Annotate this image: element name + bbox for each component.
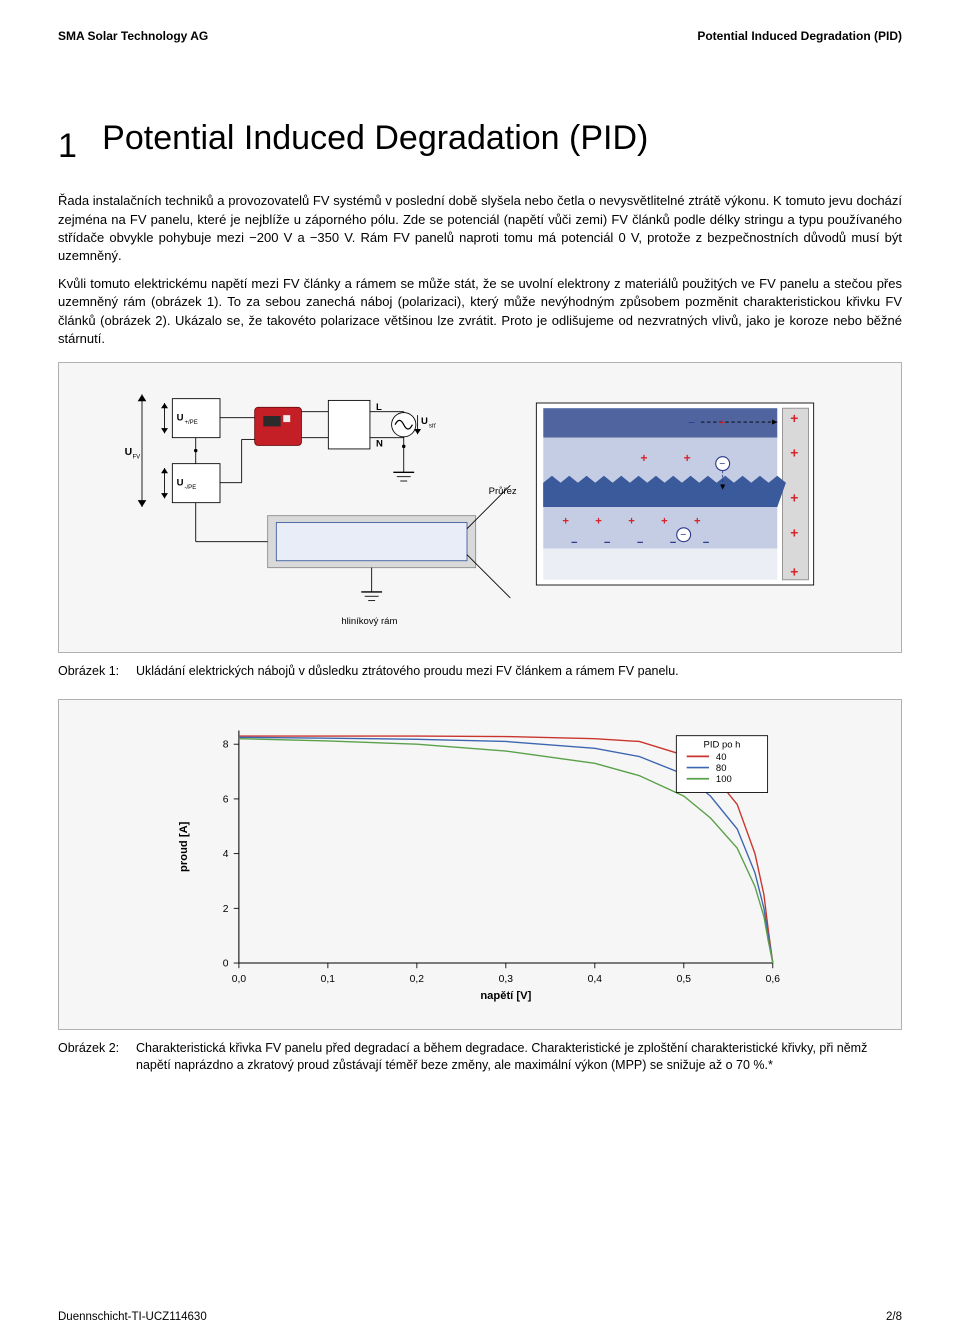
section-title: Potential Induced Degradation (PID) (102, 115, 648, 163)
figure-2: 0 2 4 6 8 0,0 0,1 0,2 0,3 0,4 0,5 0,6 napětí [V] prou… (58, 699, 902, 1030)
svg-text:PID po h: PID po h (704, 739, 741, 750)
svg-text:+: + (790, 410, 798, 426)
svg-text:−: − (604, 537, 611, 549)
svg-text:+: + (684, 451, 691, 465)
svg-text:+: + (790, 490, 798, 506)
svg-text:+: + (718, 415, 725, 429)
svg-text:−: − (688, 415, 695, 429)
figure-2-caption: Obrázek 2: Charakteristická křivka FV pa… (58, 1040, 902, 1075)
svg-text:-/PE: -/PE (184, 485, 196, 491)
svg-text:proud [A]: proud [A] (178, 821, 190, 872)
paragraph-2: Kvůli tomuto elektrickému napětí mezi FV… (58, 275, 902, 348)
svg-text:0,4: 0,4 (588, 974, 603, 985)
svg-text:2: 2 (223, 903, 229, 914)
svg-text:U: U (177, 477, 184, 488)
figure-1-caption-label: Obrázek 1: (58, 663, 136, 681)
svg-text:−: − (571, 537, 578, 549)
svg-text:+/PE: +/PE (184, 420, 197, 426)
svg-text:−: − (637, 537, 644, 549)
figure-2-caption-text: Charakteristická křivka FV panelu před d… (136, 1040, 902, 1075)
svg-text:+: + (790, 563, 798, 579)
svg-text:0,3: 0,3 (499, 974, 514, 985)
section-number: 1 (58, 123, 77, 171)
svg-text:U: U (177, 412, 184, 423)
svg-text:síť: síť (429, 423, 437, 429)
svg-text:+: + (790, 444, 798, 460)
svg-text:100: 100 (716, 774, 732, 785)
svg-text:0,2: 0,2 (410, 974, 425, 985)
page-header: SMA Solar Technology AG Potential Induce… (58, 28, 902, 45)
svg-text:80: 80 (716, 763, 727, 774)
svg-text:0,5: 0,5 (677, 974, 692, 985)
svg-text:+: + (661, 515, 668, 527)
svg-text:Průřez: Průřez (489, 486, 517, 497)
paragraph-1: Řada instalačních techniků a provozovate… (58, 192, 902, 265)
svg-text:hliníkový rám: hliníkový rám (341, 616, 397, 627)
svg-text:+: + (790, 524, 798, 540)
svg-text:40: 40 (716, 751, 727, 762)
svg-text:−: − (703, 537, 710, 549)
figure-2-chart: 0 2 4 6 8 0,0 0,1 0,2 0,3 0,4 0,5 0,6 napětí [V] prou… (170, 714, 790, 1014)
svg-text:−: − (670, 537, 677, 549)
header-right: Potential Induced Degradation (PID) (697, 28, 902, 45)
page-footer: Duennschicht-TI-UCZ114630 2/8 (58, 1309, 902, 1325)
svg-text:+: + (628, 515, 635, 527)
svg-text:0,1: 0,1 (321, 974, 336, 985)
svg-text:−: − (719, 459, 725, 470)
svg-text:+: + (640, 451, 647, 465)
figure-2-caption-label: Obrázek 2: (58, 1040, 136, 1075)
header-left: SMA Solar Technology AG (58, 28, 208, 45)
section-heading: 1 Potential Induced Degradation (PID) (58, 115, 902, 179)
figure-1-caption-text: Ukládání elektrických nábojů v důsledku … (136, 663, 679, 681)
svg-text:+: + (694, 515, 701, 527)
svg-text:0,0: 0,0 (232, 974, 247, 985)
svg-text:+: + (595, 515, 602, 527)
svg-text:0: 0 (223, 958, 229, 969)
footer-right: 2/8 (886, 1309, 902, 1325)
footer-left: Duennschicht-TI-UCZ114630 (58, 1309, 207, 1325)
figure-1-caption: Obrázek 1: Ukládání elektrických nábojů … (58, 663, 902, 681)
svg-text:U: U (125, 447, 133, 458)
svg-text:U: U (421, 416, 428, 427)
svg-text:6: 6 (223, 794, 229, 805)
svg-text:8: 8 (223, 739, 229, 750)
svg-text:napětí [V]: napětí [V] (480, 990, 531, 1002)
svg-text:4: 4 (223, 849, 229, 860)
svg-text:−: − (680, 530, 686, 541)
svg-text:0,6: 0,6 (766, 974, 781, 985)
svg-text:N: N (376, 438, 383, 449)
figure-1-diagram: UFVU+/PEU-/PELNUsíťhliníkový rámPrůřez++… (77, 377, 883, 637)
svg-text:FV: FV (132, 454, 140, 460)
svg-text:+: + (562, 515, 569, 527)
figure-1: UFVU+/PEU-/PELNUsíťhliníkový rámPrůřez++… (58, 362, 902, 653)
